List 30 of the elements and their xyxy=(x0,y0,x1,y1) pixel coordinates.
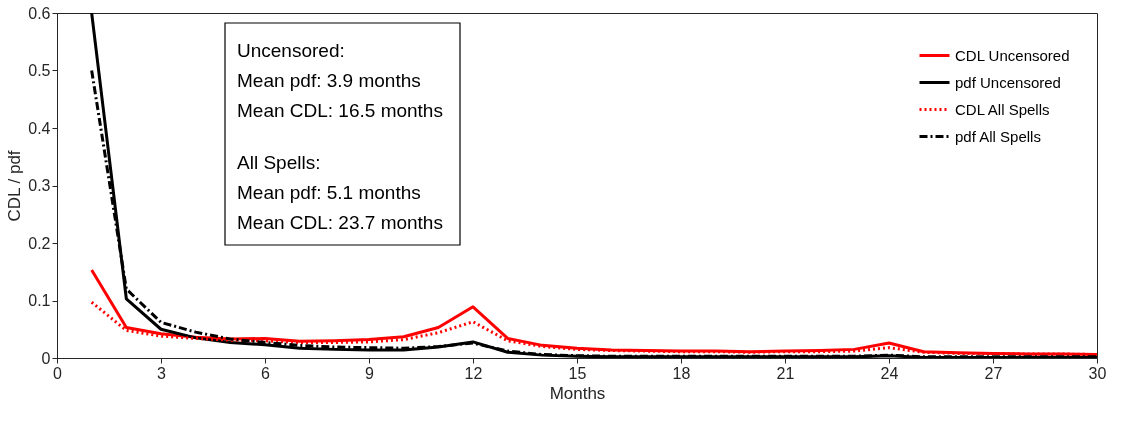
y-tick-label: 0.2 xyxy=(28,234,51,252)
annotation: Mean pdf: 5.1 months xyxy=(237,182,421,203)
legend-label: CDL All Spells xyxy=(955,100,1050,118)
x-tick-label: 6 xyxy=(261,364,271,382)
x-tick-label: 30 xyxy=(1088,364,1107,382)
legend-label: pdf All Spells xyxy=(955,127,1041,145)
x-tick-label: 27 xyxy=(984,364,1003,382)
x-tick-label: 24 xyxy=(880,364,899,382)
x-tick-label: 12 xyxy=(464,364,483,382)
y-tick-label: 0.4 xyxy=(28,119,51,137)
x-tick-label: 18 xyxy=(672,364,691,382)
x-tick-label: 15 xyxy=(568,364,587,382)
y-tick-label: 0 xyxy=(41,349,51,367)
annotation: Mean CDL: 16.5 months xyxy=(237,100,443,121)
y-tick-label: 0.5 xyxy=(28,62,51,79)
y-tick-label: 0.3 xyxy=(28,177,51,194)
annotation: Mean pdf: 3.9 months xyxy=(237,70,421,91)
annotation: Mean CDL: 23.7 months xyxy=(237,212,443,233)
legend-label: pdf Uncensored xyxy=(955,73,1061,91)
x-tick-label: 9 xyxy=(365,364,375,382)
x-tick-label: 3 xyxy=(157,364,167,382)
x-tick-label: 21 xyxy=(776,364,795,382)
annotation: All Spells: xyxy=(237,152,321,173)
legend-label: CDL Uncensored xyxy=(955,46,1070,64)
y-axis-title: CDL / pdf xyxy=(5,150,25,222)
y-tick-label: 0.6 xyxy=(28,4,51,22)
x-axis-title: Months xyxy=(549,383,606,403)
x-tick-label: 0 xyxy=(53,364,63,382)
y-tick-label: 0.1 xyxy=(28,292,51,309)
annotation: Uncensored: xyxy=(237,40,345,61)
